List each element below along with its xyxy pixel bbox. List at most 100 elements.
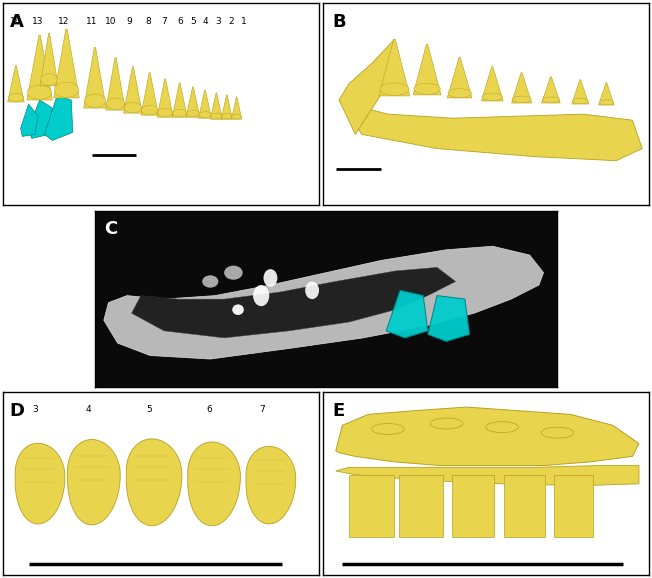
Polygon shape [211,93,222,119]
Text: A: A [10,13,23,31]
Text: B: B [333,13,346,31]
Ellipse shape [54,82,79,97]
Polygon shape [339,100,642,161]
Text: 3: 3 [32,405,38,414]
Polygon shape [186,87,200,117]
Text: 10: 10 [105,17,117,26]
Ellipse shape [202,275,218,288]
Text: C: C [104,220,117,238]
Polygon shape [83,47,106,108]
Ellipse shape [599,100,614,105]
Text: 11: 11 [86,17,98,26]
Ellipse shape [414,83,440,94]
Ellipse shape [572,98,588,104]
FancyBboxPatch shape [505,475,545,537]
Polygon shape [336,407,639,465]
Ellipse shape [141,105,158,115]
Text: E: E [333,402,345,420]
Polygon shape [428,295,469,342]
Text: 9: 9 [127,17,132,26]
Polygon shape [27,35,52,100]
FancyBboxPatch shape [451,475,494,537]
Ellipse shape [173,109,187,117]
Polygon shape [15,443,65,524]
Text: 7: 7 [259,405,265,414]
Polygon shape [106,57,125,110]
Ellipse shape [263,269,277,287]
Text: D: D [10,402,25,420]
Polygon shape [199,90,211,118]
Polygon shape [188,442,241,526]
Ellipse shape [232,305,244,315]
Polygon shape [413,45,441,95]
Ellipse shape [84,94,106,108]
FancyBboxPatch shape [554,475,593,537]
Polygon shape [542,77,560,103]
Text: 13: 13 [33,17,44,26]
Polygon shape [40,33,58,86]
Polygon shape [379,39,410,96]
Polygon shape [141,73,158,115]
Polygon shape [21,104,38,136]
Polygon shape [68,439,120,525]
Polygon shape [246,446,296,524]
Ellipse shape [222,114,232,119]
Polygon shape [29,100,52,138]
Polygon shape [572,80,589,104]
Text: 8: 8 [146,17,152,26]
Text: 12: 12 [57,17,69,26]
Polygon shape [124,66,142,113]
Ellipse shape [232,114,241,119]
Ellipse shape [541,427,574,438]
Polygon shape [386,290,428,338]
Ellipse shape [305,281,319,299]
Ellipse shape [27,85,52,99]
Polygon shape [339,39,394,134]
Ellipse shape [379,83,409,95]
Text: 14: 14 [10,17,22,26]
Ellipse shape [40,74,57,86]
FancyBboxPatch shape [349,475,394,537]
Polygon shape [481,66,503,101]
Ellipse shape [186,110,200,117]
Ellipse shape [486,422,518,433]
Polygon shape [336,465,639,486]
Polygon shape [44,96,73,140]
Ellipse shape [512,96,531,103]
Ellipse shape [199,112,211,118]
Text: 2: 2 [228,17,234,26]
Text: 5: 5 [146,405,152,414]
Ellipse shape [158,108,173,117]
Polygon shape [599,83,614,105]
Polygon shape [231,97,242,119]
Polygon shape [53,29,80,98]
Ellipse shape [253,285,269,306]
Polygon shape [104,246,544,359]
Polygon shape [8,66,24,102]
Text: 6: 6 [206,405,212,414]
FancyBboxPatch shape [398,475,443,537]
Text: 6: 6 [177,17,183,26]
Text: 4: 4 [86,405,91,414]
Polygon shape [172,83,187,117]
Polygon shape [221,95,232,119]
Ellipse shape [448,88,471,98]
Text: 4: 4 [203,17,209,26]
Ellipse shape [124,102,141,113]
Polygon shape [132,268,456,338]
Polygon shape [512,73,531,103]
Text: 7: 7 [162,17,168,26]
Text: 5: 5 [190,17,196,26]
Polygon shape [126,439,182,526]
Ellipse shape [482,93,503,101]
Ellipse shape [372,424,404,435]
Ellipse shape [224,266,243,280]
Ellipse shape [8,94,23,102]
Polygon shape [447,57,472,98]
Polygon shape [157,79,173,117]
Ellipse shape [430,418,463,429]
Ellipse shape [211,113,222,119]
Ellipse shape [106,98,125,110]
Text: 1: 1 [241,17,246,26]
Ellipse shape [542,97,560,103]
